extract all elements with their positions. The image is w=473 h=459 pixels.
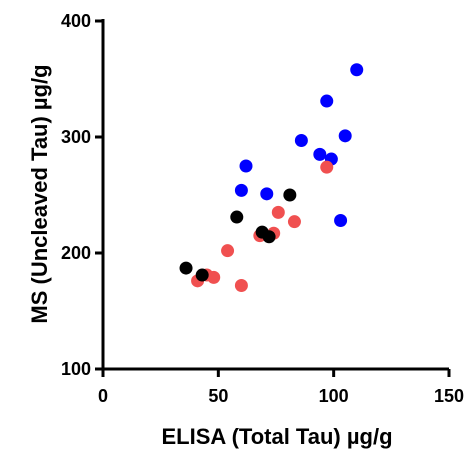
data-point-series-3 (195, 268, 209, 282)
x-axis-title: ELISA (Total Tau) µg/g (161, 424, 392, 449)
y-tick-label: 400 (61, 11, 91, 31)
data-point-series-1 (234, 183, 248, 197)
data-point-series-3 (230, 210, 244, 224)
axes (101, 19, 449, 371)
data-point-series-1 (313, 147, 327, 161)
data-point-series-3 (283, 188, 297, 202)
y-tick-label: 100 (61, 359, 91, 379)
tick-marks (95, 19, 451, 377)
tick-labels: 0 50 100 150 100 200 300 400 (61, 11, 464, 406)
data-point-series-1 (334, 214, 348, 228)
data-point-series-2 (287, 215, 301, 229)
data-point-series-2 (320, 160, 334, 174)
data-point-series-3 (262, 230, 276, 244)
data-point-series-1 (350, 63, 364, 77)
data-point-series-1 (294, 133, 308, 147)
data-point-series-1 (320, 94, 334, 108)
y-tick-label: 200 (61, 243, 91, 263)
data-point-series-1 (338, 129, 352, 143)
x-tick-label: 150 (434, 386, 464, 406)
data-point-series-1 (239, 159, 253, 173)
data-point-series-1 (260, 187, 274, 201)
data-point-series-2 (271, 205, 285, 219)
y-tick-label: 300 (61, 127, 91, 147)
x-tick-label: 0 (98, 386, 108, 406)
x-tick-label: 50 (208, 386, 228, 406)
data-points (179, 63, 364, 292)
data-point-series-2 (234, 278, 248, 292)
data-point-series-3 (179, 261, 193, 275)
data-point-series-2 (221, 244, 235, 258)
y-axis-title: MS (Uncleaved Tau) µg/g (27, 64, 52, 323)
x-tick-label: 100 (319, 386, 349, 406)
